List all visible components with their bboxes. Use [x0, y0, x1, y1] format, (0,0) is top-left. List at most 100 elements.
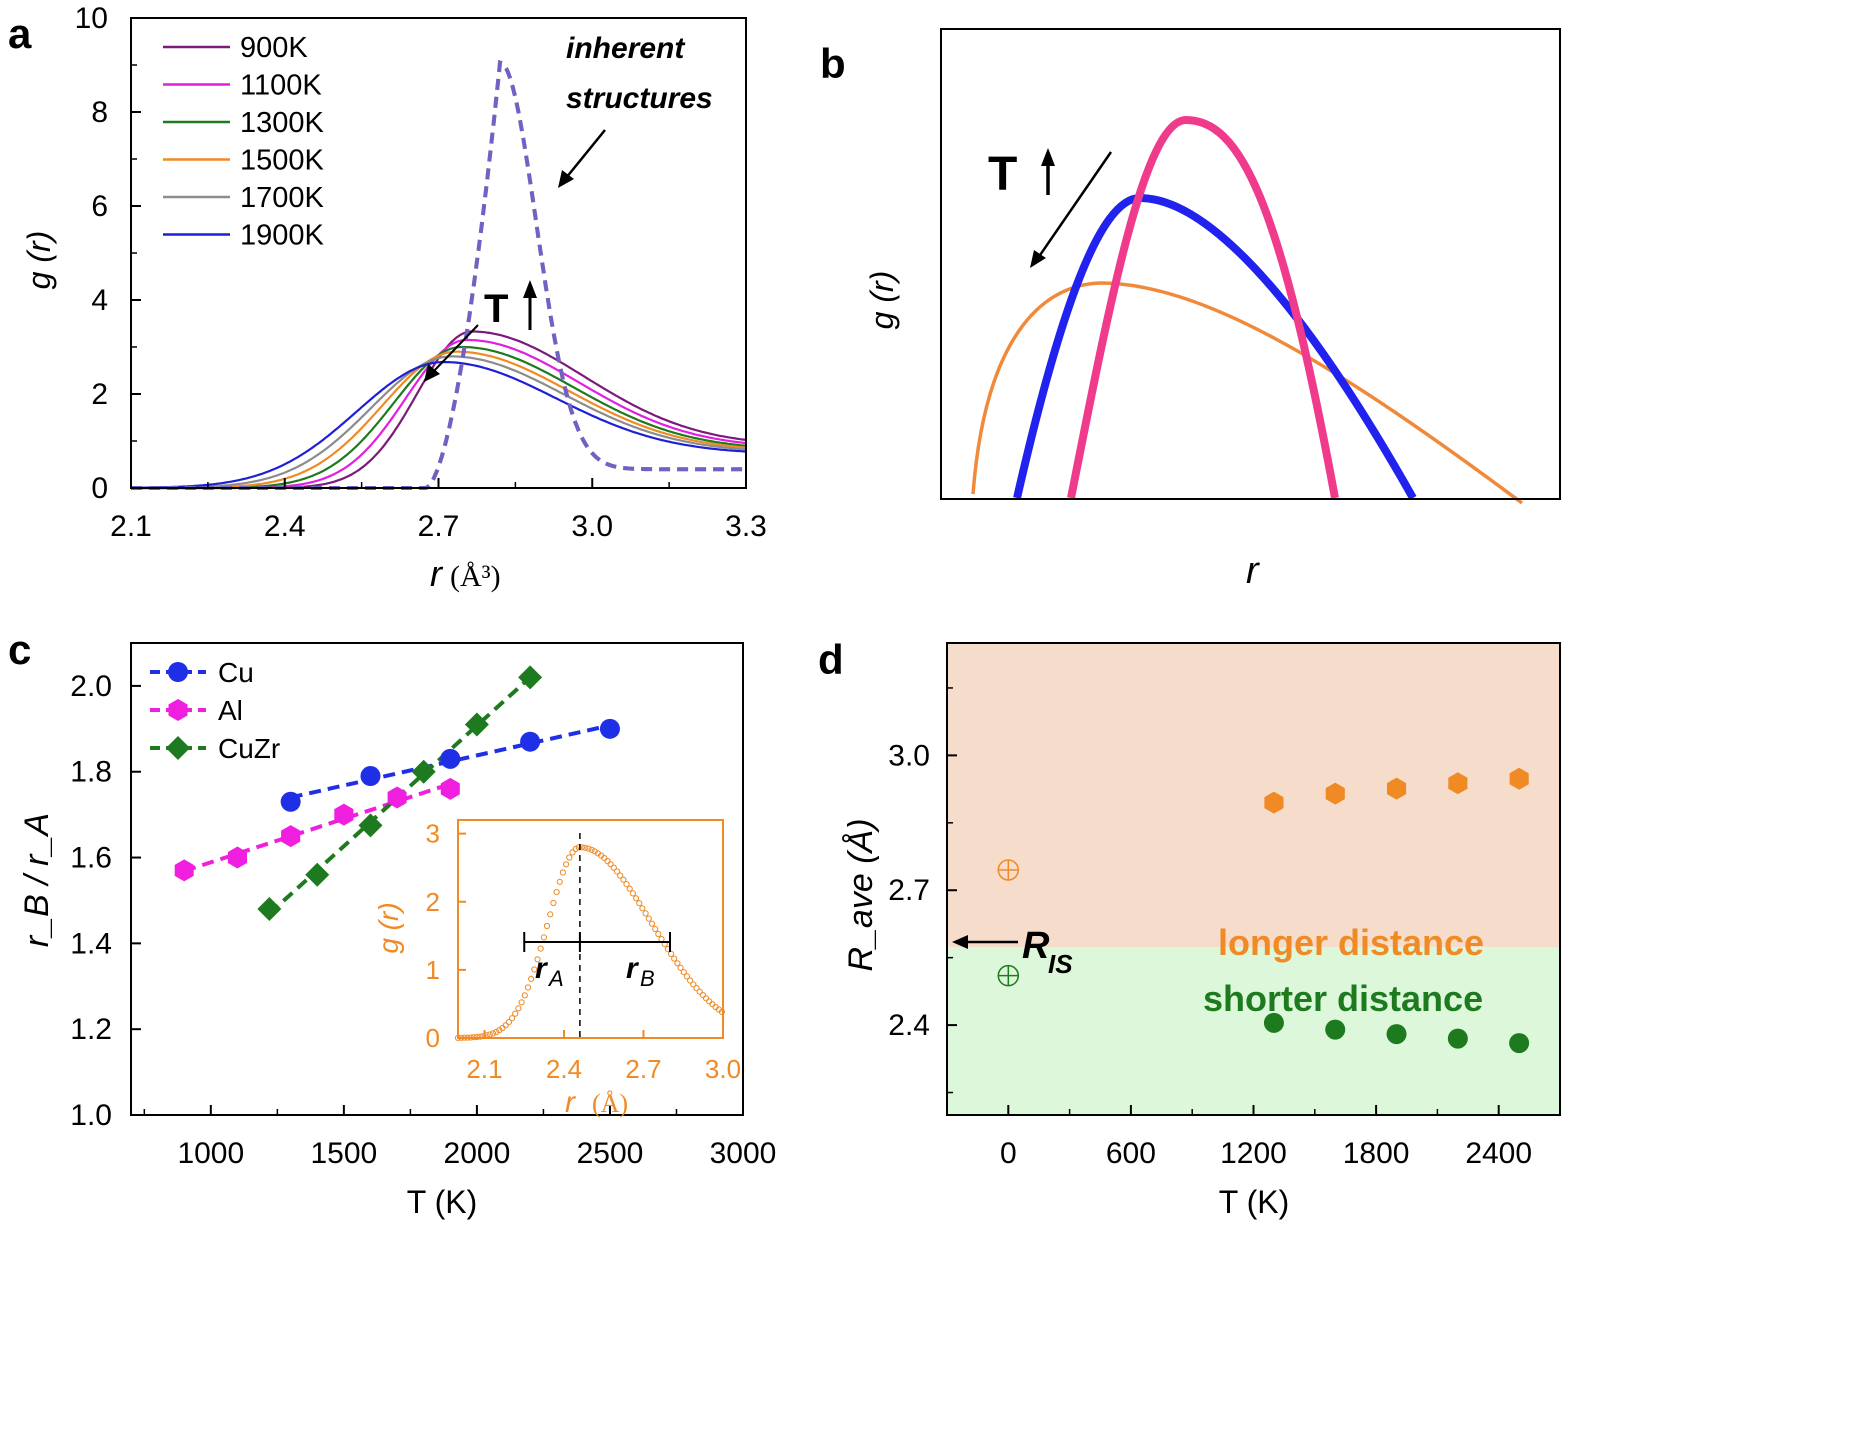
panel-b-label: b: [820, 40, 846, 87]
inherent-arrow-head: [558, 170, 574, 188]
inset-point: [477, 1033, 484, 1040]
d-xtick-label: 600: [1106, 1137, 1156, 1170]
panel-a-label: a: [8, 10, 32, 57]
point-Al: [174, 859, 194, 882]
inset-points: [454, 844, 726, 1042]
inset-point: [639, 905, 646, 912]
panel-b-t-up-arrow-head: [1041, 148, 1055, 166]
c-ytick-label: 1.0: [70, 1099, 112, 1132]
d-ytick-label: 3.0: [888, 739, 930, 772]
inset-point: [467, 1034, 474, 1041]
inset-point: [489, 1030, 497, 1037]
a-ytick-label: 10: [75, 2, 108, 35]
inset-point: [493, 1028, 500, 1036]
inherent-label-line2: structures: [566, 82, 713, 115]
point-IS-longer: [997, 859, 1020, 881]
inset-point: [693, 985, 700, 992]
inset-frame: [457, 819, 724, 1039]
schematic-line-low-T: [1067, 115, 1339, 499]
panel-d-ticks: 0 600 1200 1800 2400 2.4 2.7 3.0: [888, 687, 1532, 1170]
inset-point: [486, 1031, 493, 1038]
inset-point: [515, 1005, 522, 1012]
panel-c-points: [174, 665, 620, 922]
inset-point: [696, 988, 703, 995]
point-shorter: [1509, 1033, 1530, 1054]
panel-b-t-shift-arrow-head: [1030, 250, 1046, 268]
inset-point: [474, 1033, 481, 1041]
ris-sub: IS: [1048, 949, 1073, 979]
inset-point: [607, 861, 614, 868]
inset-point: [540, 934, 548, 941]
a-ytick-label: 2: [91, 378, 108, 411]
point-CuZr: [358, 813, 383, 838]
inset-point: [512, 1010, 519, 1017]
c-ytick-label: 2.0: [70, 670, 112, 703]
ris-arrow-head: [952, 935, 968, 949]
inset-point: [563, 861, 570, 868]
point-CuZr: [464, 712, 489, 737]
inset-point: [626, 885, 633, 892]
inset-point: [537, 945, 544, 952]
point-longer: [1325, 782, 1345, 805]
panel-d-points: [997, 767, 1530, 1054]
panel-a-ticks: 2.1 2.4 2.7 3.0 3.3 0 2 4 6 8 10: [75, 2, 767, 543]
inset-point: [671, 955, 678, 962]
point-Cu: [520, 731, 541, 752]
point-Cu: [440, 748, 461, 769]
point-shorter: [1263, 1012, 1284, 1033]
panel-d-label: d: [818, 636, 844, 683]
inset-ytick-label: 2: [426, 887, 440, 917]
d-xtick-label: 1800: [1343, 1137, 1410, 1170]
inset-point: [613, 868, 621, 875]
point-Al: [227, 846, 247, 869]
panel-b-t-shift-arrow: [1036, 151, 1113, 259]
inset-point: [505, 1019, 512, 1026]
panel-b-axes-frame: [940, 28, 1561, 500]
inset-xlabel: r: [565, 1086, 576, 1119]
inset-point: [566, 854, 573, 861]
inset-point: [582, 844, 589, 851]
inherent-structure-line: [131, 60, 745, 490]
inset-ytick-label: 3: [426, 819, 440, 849]
c-xtick-label: 1500: [310, 1137, 377, 1170]
panel-b-series: [971, 115, 1524, 505]
c-ytick-label: 1.6: [70, 842, 112, 875]
panel-d: d 0 600 1200 1800 2400 2.4 2.7 3.0 longer dista…: [818, 636, 1561, 1220]
inset-point: [718, 1008, 726, 1016]
a-ytick-label: 8: [91, 96, 108, 129]
inset-xunit: (Å): [592, 1089, 628, 1118]
fit-line-Al: [183, 782, 451, 873]
panel-c-ticks: 1000 1500 2000 2500 3000 1.0 1.2 1.4 1.6 1.8 2.0: [70, 670, 776, 1170]
c-ytick-label: 1.2: [70, 1013, 112, 1046]
inset-point: [572, 845, 579, 853]
inset-point: [674, 960, 681, 967]
inset-point: [623, 881, 630, 888]
point-Cu: [360, 766, 381, 787]
point-Al: [334, 803, 354, 826]
panel-c-legend: Cu Al CuZr: [150, 657, 280, 764]
panel-a-ylabel: g (r): [21, 231, 57, 290]
inset-point: [652, 925, 659, 933]
legend-label-900K: 900K: [240, 32, 308, 64]
inherent-label-line1: inherent: [566, 32, 686, 65]
inset-xtick-label: 3.0: [705, 1054, 741, 1084]
panel-c-ylabel: r_B / r_A: [18, 813, 56, 947]
inset-point: [655, 930, 662, 938]
c-ytick-label: 1.8: [70, 756, 112, 789]
point-longer: [1387, 777, 1407, 800]
panel-c: c 1000 1500 2000 2500 3000 1.0 1.2 1.4 1.6 1.8 2.0…: [8, 626, 776, 1220]
rdf-line-1300K: [131, 345, 747, 490]
a-xtick-label: 3.3: [725, 510, 767, 543]
inset-point: [508, 1015, 516, 1022]
inset-ra-sub: A: [547, 966, 564, 991]
rdf-line-1700K: [130, 355, 747, 490]
a-ytick-label: 6: [91, 190, 108, 223]
point-longer: [1264, 791, 1284, 814]
point-IS-shorter: [997, 964, 1020, 987]
panel-a-legend: 900K 1100K 1300K 1500K 1700K 1900K: [163, 32, 325, 252]
shorter-distance-region: [947, 947, 1560, 1115]
legend-label-1500K: 1500K: [240, 145, 325, 177]
panel-b-ylabel: g (r): [864, 271, 900, 330]
inset-point: [569, 849, 576, 856]
point-Al: [440, 777, 460, 800]
